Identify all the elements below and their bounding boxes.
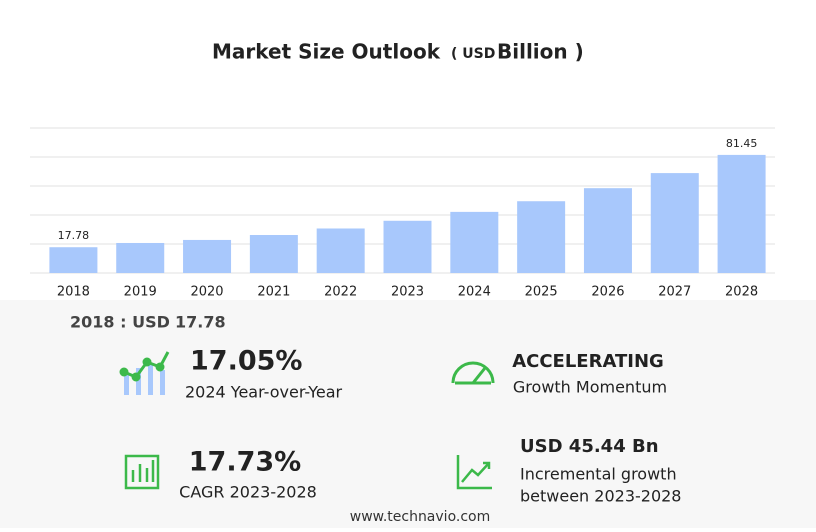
bar [249, 235, 298, 273]
bar [450, 211, 499, 273]
value-label: 17.78 [58, 229, 90, 242]
yoy-label: 2024 Year-over-Year [185, 383, 343, 402]
x-tick-label: 2019 [124, 285, 157, 300]
x-tick-label: 2020 [190, 285, 223, 300]
value-label: 81.45 [726, 137, 758, 150]
chart-title: Market Size Outlook [212, 40, 441, 64]
x-tick-label: 2023 [391, 285, 424, 300]
bars-icon [124, 454, 160, 490]
panel [0, 300, 816, 528]
bar [183, 239, 232, 273]
bar [650, 173, 699, 273]
incremental-value: USD 45.44 Bn [520, 436, 659, 457]
title-unit: ( USD [451, 46, 495, 62]
bar [383, 220, 432, 273]
x-tick-label: 2018 [57, 285, 90, 300]
x-tick-label: 2025 [525, 285, 558, 300]
x-tick-label: 2028 [725, 285, 758, 300]
incremental-line2: between 2023-2028 [520, 487, 681, 506]
summary-label: 2018 : USD [70, 313, 170, 332]
x-tick-label: 2026 [591, 285, 624, 300]
gauge-icon [451, 361, 495, 385]
incremental-line1: Incremental growth [520, 465, 677, 484]
trend-icon [456, 455, 492, 490]
bar [583, 188, 632, 273]
x-tick-label: 2027 [658, 285, 691, 300]
x-tick-label: 2022 [324, 285, 357, 300]
growth-icon [119, 351, 170, 395]
momentum-value: ACCELERATING [512, 351, 664, 372]
bar [517, 201, 566, 273]
bar [116, 242, 165, 273]
x-tick-label: 2021 [257, 285, 290, 300]
momentum-label: Growth Momentum [513, 378, 667, 397]
cagr-value: 17.73% [189, 447, 301, 478]
bar [717, 154, 766, 273]
title-scale: Billion ) [497, 40, 584, 64]
x-tick-label: 2024 [458, 285, 491, 300]
bar [316, 228, 365, 273]
footer: www.technavio.com [350, 509, 491, 525]
bar [49, 247, 98, 273]
cagr-label: CAGR 2023-2028 [179, 483, 317, 502]
summary-value: 17.78 [175, 313, 226, 332]
yoy-value: 17.05% [190, 346, 302, 377]
